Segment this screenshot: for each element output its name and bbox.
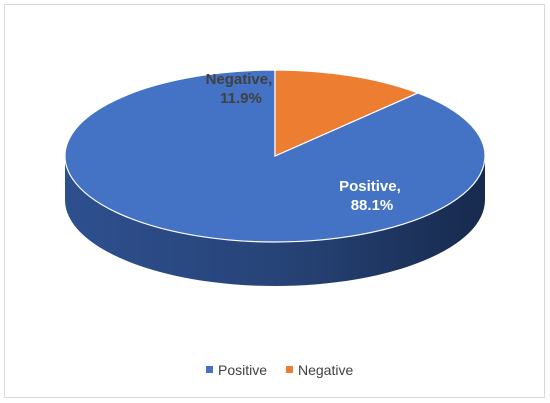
legend: Positive Negative	[206, 362, 353, 378]
legend-label-negative: Negative	[298, 362, 353, 378]
legend-label-positive: Positive	[218, 362, 267, 378]
legend-swatch-negative	[286, 366, 293, 373]
data-label-positive: Positive, 88.1%	[339, 178, 405, 214]
data-label-negative: Negative, 11.9%	[206, 71, 277, 107]
slice-negative	[274, 69, 420, 157]
pie-side-wall	[65, 156, 485, 286]
legend-swatch-positive	[206, 366, 213, 373]
